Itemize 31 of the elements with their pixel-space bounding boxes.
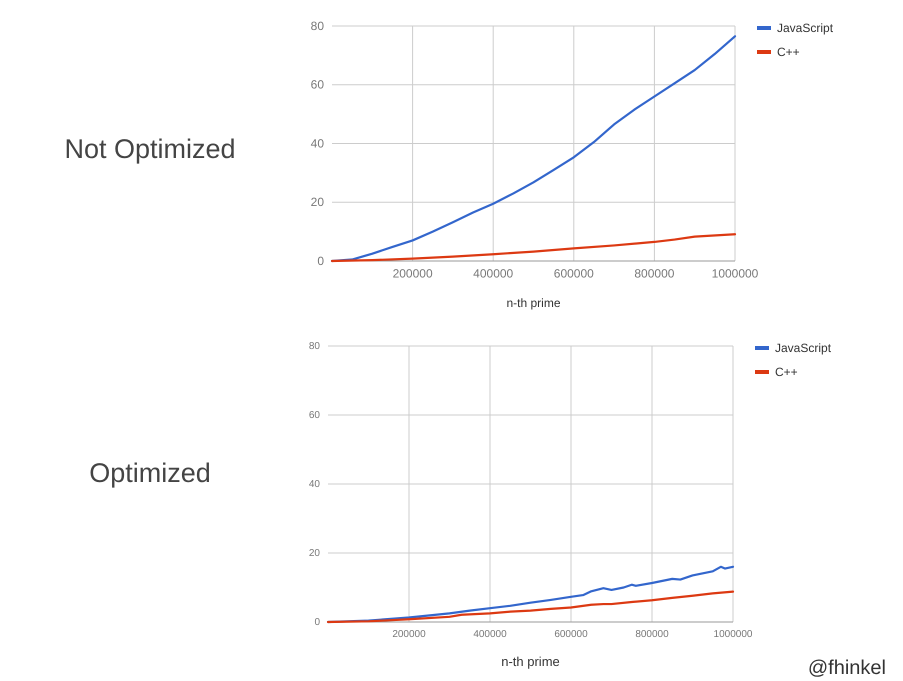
- y-tick-label: 60: [310, 78, 324, 92]
- x-tick-label: 200000: [392, 629, 426, 640]
- x-tick-label: 400000: [473, 629, 508, 640]
- y-tick-label: 20: [308, 548, 320, 560]
- legend-label: JavaScript: [777, 21, 834, 35]
- line-series: [330, 233, 736, 262]
- x-tick-label: 600000: [554, 629, 588, 640]
- text: @fhinkel: [808, 657, 886, 679]
- x-tick-label: 400000: [473, 266, 514, 281]
- y-tick-label: 0: [314, 617, 320, 628]
- legend-label: C++: [777, 45, 800, 59]
- x-tick-label: 1000000: [714, 629, 753, 640]
- x-tick-label: 200000: [392, 266, 433, 281]
- y-tick-label: 40: [310, 136, 324, 150]
- y-tick-label: 60: [308, 410, 320, 422]
- x-tick-label: 800000: [635, 629, 670, 640]
- x-axis-title: n-th prime: [506, 296, 561, 310]
- y-tick-label: 80: [308, 341, 320, 352]
- text: Optimized: [89, 458, 211, 488]
- y-tick-label: 80: [310, 18, 324, 33]
- legend-label: C++: [775, 365, 798, 379]
- text: Not Optimized: [64, 134, 236, 164]
- x-tick-label: 800000: [634, 266, 675, 281]
- x-tick-label: 1000000: [712, 266, 759, 281]
- x-axis-title: n-th prime: [501, 654, 560, 669]
- y-tick-label: 20: [310, 195, 324, 210]
- legend-label: JavaScript: [775, 341, 832, 355]
- line-series: [326, 590, 734, 624]
- x-tick-label: 600000: [554, 266, 594, 281]
- y-tick-label: 0: [317, 254, 324, 268]
- y-tick-label: 40: [308, 479, 320, 490]
